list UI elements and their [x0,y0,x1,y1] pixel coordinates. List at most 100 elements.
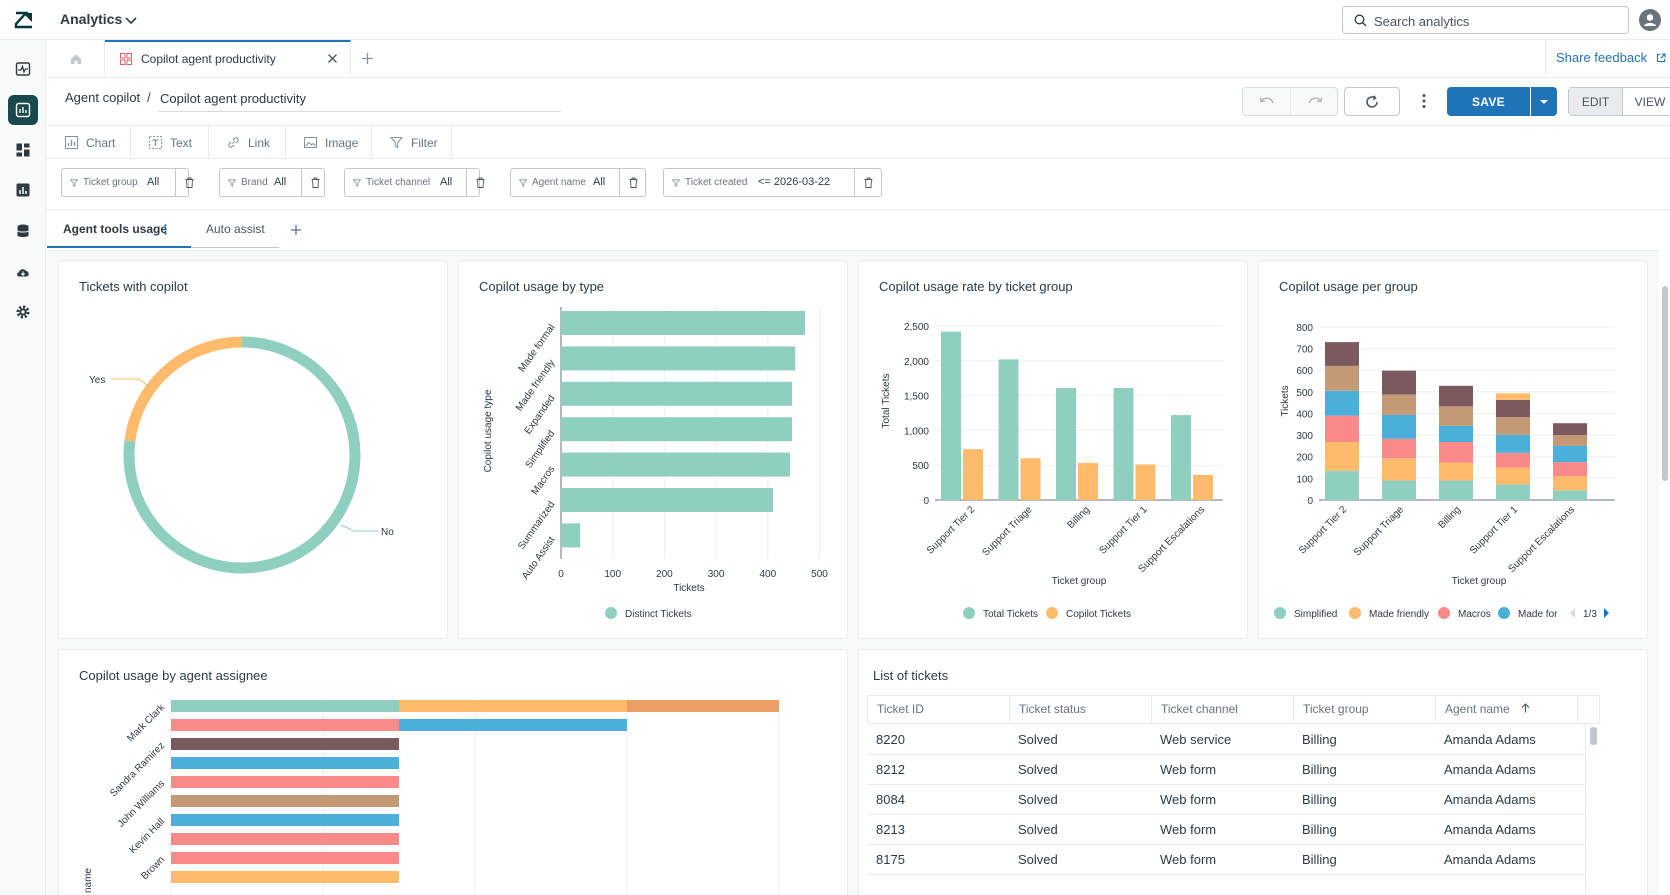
filter-ticket-group[interactable]: Ticket group All [61,168,193,197]
bar-auto-assist [561,523,581,548]
stack-segment [1382,480,1416,500]
share-feedback-link[interactable]: Share feedback [1545,40,1670,78]
column-ticket-id[interactable]: Ticket ID [868,696,1010,723]
y-tick-label: 400 [1296,409,1313,420]
canvas-scrollbar-thumb[interactable] [1662,286,1668,481]
column-ticket-status[interactable]: Ticket status [1010,696,1152,723]
column-agent-name[interactable]: Agent name [1436,696,1578,723]
filter-brand[interactable]: Brand All [219,168,325,197]
delete-filter-button[interactable] [301,169,328,196]
nav-datasets[interactable] [8,216,38,246]
save-options-button[interactable] [1531,87,1557,116]
tab-copilot-agent-productivity[interactable]: Copilot agent productivity [105,40,351,78]
add-filter-button[interactable]: Filter [372,126,452,159]
delete-filter-button[interactable] [854,169,881,196]
zendesk-logo-icon[interactable] [14,10,34,30]
search-placeholder: Search analytics [1374,14,1470,29]
widget-usage-rate[interactable]: Copilot usage rate by ticket group 0 500 1… [858,260,1248,639]
bar-macros [561,452,791,477]
trash-icon [185,177,193,188]
add-chart-button[interactable]: Chart [47,126,131,159]
nav-reports[interactable] [8,95,38,125]
donut-chart: Yes No [89,336,394,574]
canvas-scrollbar[interactable] [1661,250,1669,895]
add-text-button[interactable]: Text [131,126,209,159]
tab-menu-icon[interactable] [164,224,167,235]
table-header: Ticket ID Ticket status Ticket channel T… [867,695,1600,724]
bar-total [1056,387,1076,500]
nav-pulse[interactable] [8,54,38,84]
undo-button[interactable] [1243,88,1291,115]
delete-filter-button[interactable] [175,169,202,196]
nav-charts[interactable] [8,175,38,205]
add-link-button[interactable]: Link [209,126,286,159]
table-cell-ticket-id: 8220 [876,732,905,747]
nav-dashboards[interactable] [8,135,38,165]
x-tick-label: Support Tier 2 [925,504,978,557]
home-tab[interactable] [47,40,105,78]
table-row[interactable]: 8084 Solved Web form Billing Amanda Adams [867,784,1585,815]
table-row[interactable]: 8213 Solved Web form Billing Amanda Adams [867,814,1585,845]
redo-button[interactable] [1290,88,1338,115]
table-cell-ticket-id: 8212 [876,762,905,777]
table-row[interactable]: 8212 Solved Web form Billing Amanda Adams [867,754,1585,785]
x-tick-label: Support Triage [1352,504,1406,558]
close-icon[interactable] [327,53,338,64]
stack-segment [1553,490,1587,500]
filter-bar: Ticket group All Brand All Ticket channe… [47,159,1670,210]
table-scrollbar[interactable] [1585,724,1600,894]
column-ticket-channel[interactable]: Ticket channel [1152,696,1294,723]
filter-value: <= 2026-03-22 [758,176,831,188]
y-axis-title: Total Tickets [881,373,892,428]
table-row[interactable]: 8175 Solved Web form Billing Amanda Adams [867,844,1585,875]
filter-icon [228,179,236,187]
legend-label: Made friendly [1369,609,1429,620]
table-cell-agent: Amanda Adams [1444,792,1536,807]
x-tick-label: Support Tier 1 [1468,504,1521,557]
filter-ticket-channel[interactable]: Ticket channel All [344,168,484,197]
chevron-down-icon[interactable] [124,13,138,27]
filter-agent-name[interactable]: Agent name All [510,168,646,197]
column-ticket-group[interactable]: Ticket group [1294,696,1436,723]
table-scrollbar-thumb[interactable] [1590,727,1597,745]
save-button[interactable]: SAVE [1447,87,1530,116]
table-row[interactable]: 8220 Solved Web service Billing Amanda Adams [867,724,1585,755]
legend-swatch [1349,607,1361,619]
refresh-button[interactable] [1344,87,1400,116]
search-input[interactable]: Search analytics [1342,6,1629,34]
sheet-tab-label: Auto assist [206,222,265,236]
more-options-icon[interactable] [1422,93,1426,109]
x-tick-label: Support Tier 1 [1097,504,1150,557]
filter-label: Agent name [532,177,586,188]
breadcrumb[interactable]: Agent copilot [65,90,141,105]
delete-filter-button[interactable] [466,169,493,196]
filter-ticket-created[interactable]: Ticket created <= 2026-03-22 [663,168,882,197]
dashboard-title-input[interactable] [158,86,561,112]
widget-tickets-with-copilot[interactable]: Tickets with copilot Yes No [58,260,448,639]
bar-summarized [561,488,773,512]
view-mode-button[interactable]: VIEW [1623,88,1670,115]
delete-filter-button[interactable] [619,169,646,196]
add-image-button[interactable]: Image [286,126,372,159]
widget-list-of-tickets[interactable]: List of tickets Ticket ID Ticket status … [858,649,1648,895]
stack-segment [1439,425,1473,443]
tab-auto-assist[interactable]: Auto assist [191,210,279,248]
table-cell-status: Solved [1018,732,1058,747]
add-tab-icon[interactable] [361,52,374,65]
pulse-icon [15,62,31,76]
add-sheet-icon[interactable] [290,224,302,236]
stack-segment [1439,480,1473,500]
bar-simplified [561,417,793,442]
y-tick-label: Mark Clark [125,702,168,745]
nav-settings[interactable] [8,297,38,327]
user-avatar[interactable] [1639,9,1661,31]
widget-usage-per-group[interactable]: Copilot usage per group 0 100 200 300 400 500… [1258,260,1648,639]
nav-downloads[interactable] [8,257,38,287]
table-cell-group: Billing [1302,732,1337,747]
chart-icon [65,136,78,149]
widget-usage-by-type[interactable]: Copilot usage by type 0 100 200 300 400 500 Ma… [458,260,848,639]
tab-agent-tools-usage[interactable]: Agent tools usage [47,210,191,248]
stack-segment [1496,467,1530,485]
edit-mode-button[interactable]: EDIT [1569,88,1623,115]
widget-usage-by-agent[interactable]: Copilot usage by agent assignee Mark Cla… [58,649,848,895]
